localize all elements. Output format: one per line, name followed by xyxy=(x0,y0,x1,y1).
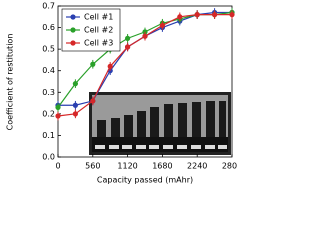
y-tick-label: 0.3 xyxy=(42,88,55,97)
x-tick-label: 1680 xyxy=(152,162,172,171)
legend-marker xyxy=(70,40,76,46)
chart: Capacity passed (mAhr) Coefficient of re… xyxy=(6,2,238,185)
legend-marker xyxy=(70,14,76,20)
marker xyxy=(125,44,131,50)
x-tick-label: 2240 xyxy=(187,162,207,171)
x-tick-label: 1120 xyxy=(117,162,137,171)
legend-label: Cell #3 xyxy=(84,39,113,48)
legend-marker xyxy=(70,27,76,33)
marker xyxy=(90,98,96,104)
marker xyxy=(55,113,61,119)
x-tick-label: 560 xyxy=(85,162,100,171)
y-tick-label: 0.2 xyxy=(42,109,55,118)
x-axis-label: Capacity passed (mAhr) xyxy=(97,176,193,185)
legend-label: Cell #2 xyxy=(84,26,113,35)
marker xyxy=(229,12,235,18)
y-tick-label: 0.4 xyxy=(42,66,55,75)
y-tick-label: 0.7 xyxy=(42,2,55,11)
marker xyxy=(142,33,148,39)
y-tick-label: 0.5 xyxy=(42,45,55,54)
marker xyxy=(194,12,200,18)
y-tick-label: 0.6 xyxy=(42,23,55,32)
legend-label: Cell #1 xyxy=(84,13,113,22)
marker xyxy=(72,111,78,117)
inset-photo xyxy=(89,92,231,155)
marker xyxy=(212,12,218,18)
y-tick-label: 0.1 xyxy=(42,131,55,140)
marker xyxy=(159,22,165,29)
x-tick-label: 2800 xyxy=(222,162,237,171)
marker xyxy=(55,104,61,110)
marker xyxy=(90,61,96,67)
marker xyxy=(125,35,131,41)
marker xyxy=(72,102,78,108)
marker xyxy=(107,63,113,69)
x-tick-label: 0 xyxy=(55,162,60,171)
y-tick-label: 0.0 xyxy=(42,153,55,162)
marker xyxy=(177,14,183,20)
marker xyxy=(72,81,78,87)
y-axis-label: Coefficient of restitution xyxy=(6,34,15,131)
